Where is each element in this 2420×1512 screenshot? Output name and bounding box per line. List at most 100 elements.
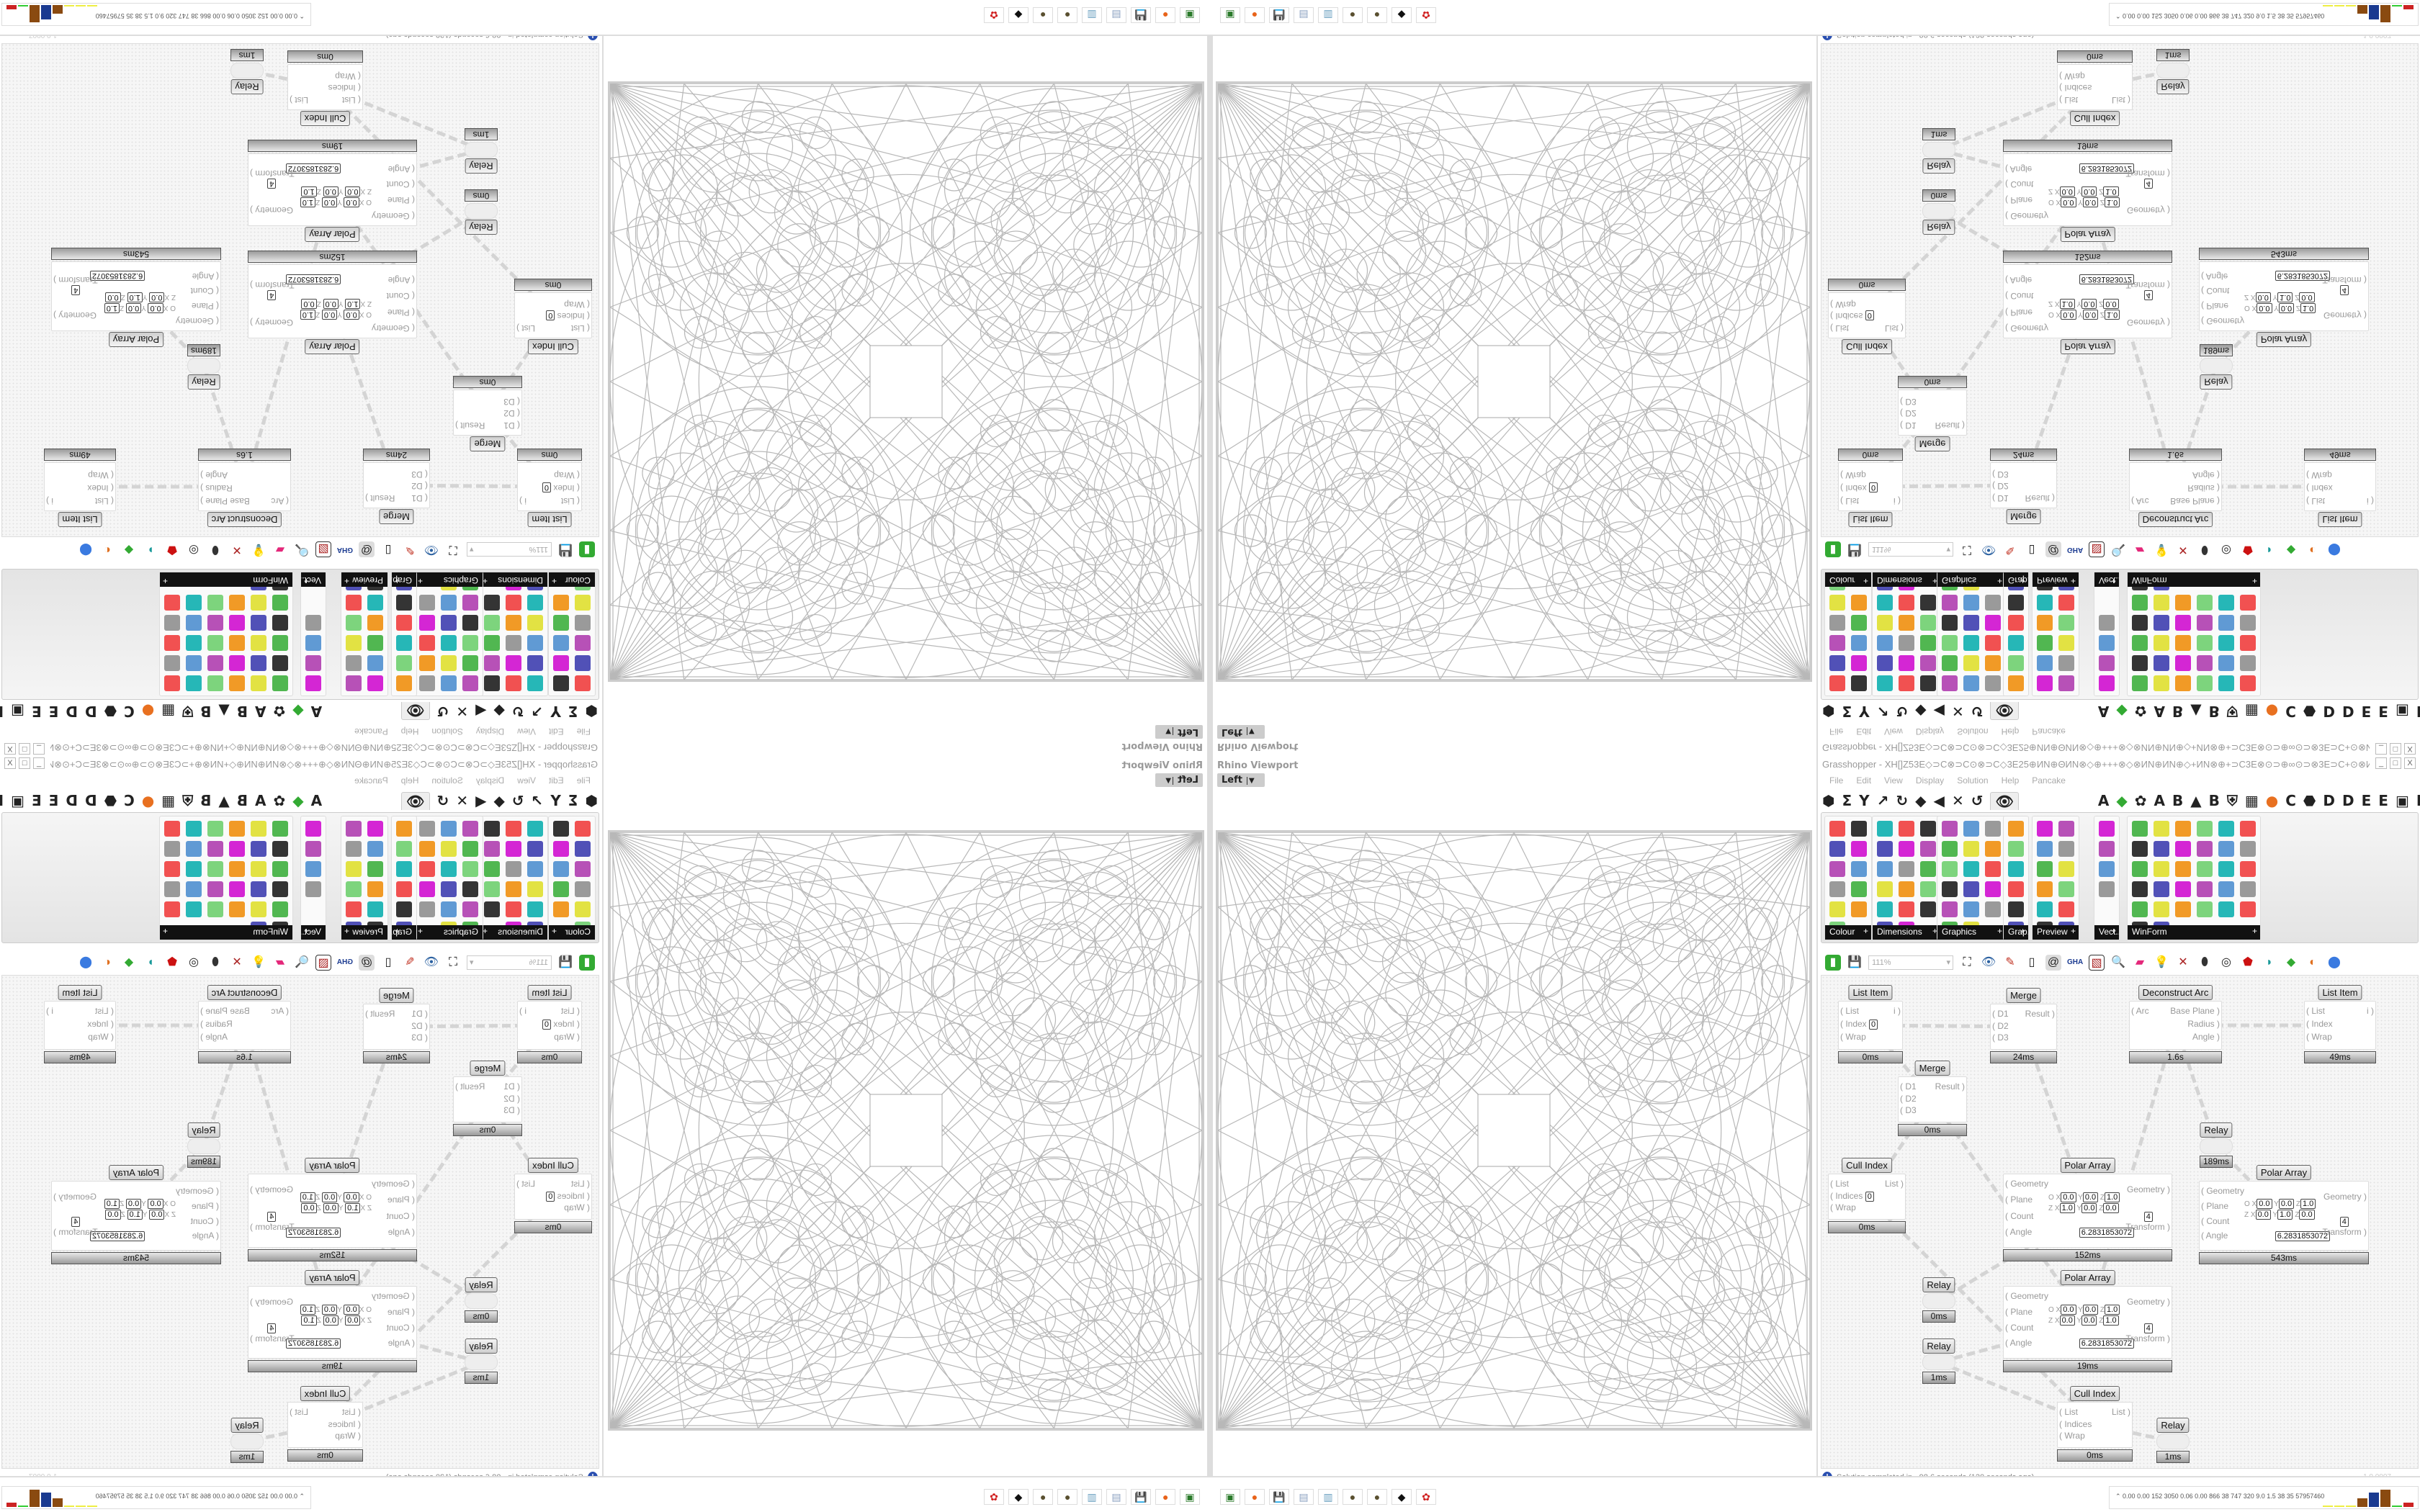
minimize-button[interactable]: _ [2375, 743, 2387, 755]
rhino-viewport[interactable] [608, 81, 1204, 682]
sphere-icon[interactable]: ● [1367, 1489, 1387, 1505]
tab-icon[interactable]: D [2323, 792, 2335, 809]
green-shape-icon[interactable]: ◆ [2286, 956, 2296, 968]
count-value[interactable]: 4 [2143, 1323, 2153, 1333]
tab-icon[interactable]: E [32, 792, 42, 809]
plane-y[interactable]: 0.0 [2082, 1192, 2099, 1203]
node-body[interactable] [465, 1354, 498, 1370]
ribbon-tool-icon[interactable] [1942, 595, 1958, 611]
input-index[interactable]: ( Index [87, 1019, 114, 1029]
expand-icon[interactable]: + [1996, 926, 2002, 936]
tab-icon[interactable]: D [2323, 703, 2335, 720]
ribbon-tool-icon[interactable] [2132, 881, 2148, 897]
sketch-icon[interactable]: ✎ [405, 544, 415, 556]
ribbon-tool-icon[interactable] [506, 821, 521, 837]
node-body[interactable]: ( List ( Indices 0( Wrap List ) [514, 292, 592, 338]
ribbon-tool-icon[interactable] [207, 675, 223, 691]
floppy-64-icon[interactable]: 💾 [1131, 1489, 1151, 1505]
tab-selected-eye-icon[interactable]: 👁 [401, 791, 430, 810]
ribbon-tool-icon[interactable] [1829, 841, 1845, 857]
tab-icon[interactable]: B [200, 703, 212, 720]
node-title[interactable]: Merge [470, 436, 506, 451]
ribbon-tool-icon[interactable] [1963, 901, 1979, 917]
tab-icon[interactable]: ◀ [1933, 792, 1945, 809]
ribbon-tool-icon[interactable] [1963, 595, 1979, 611]
menu-edit[interactable]: Edit [548, 775, 564, 786]
tab-icon[interactable]: ◆ [493, 792, 505, 809]
node-title[interactable]: Cull Index [1842, 339, 1892, 354]
node-title[interactable]: Deconstruct Arc [207, 512, 282, 527]
ribbon-tool-icon[interactable] [2058, 635, 2074, 651]
cross-wires-icon[interactable]: ✕ [232, 544, 242, 556]
ribbon-tool-icon[interactable] [1877, 841, 1893, 857]
plane-x[interactable]: 0.0 [2257, 1198, 2272, 1209]
ribbon-tool-icon[interactable] [164, 675, 180, 691]
expand-icon[interactable]: + [2070, 576, 2076, 586]
tab-icon[interactable]: ▦ [2244, 792, 2259, 809]
panel-label[interactable]: Graphics + [415, 925, 483, 940]
ribbon-tool-icon[interactable] [2175, 841, 2191, 857]
ribbon-tool-icon[interactable] [1985, 841, 2001, 857]
ribbon-tool-icon[interactable] [396, 655, 412, 671]
ribbon-tool-icon[interactable] [207, 881, 223, 897]
ribbon-tool-icon[interactable] [2240, 861, 2256, 877]
ribbon-tool-icon[interactable] [367, 615, 383, 631]
ribbon-tool-icon[interactable] [2058, 595, 2074, 611]
sphere-icon[interactable]: ◐ [2309, 544, 2316, 556]
ribbon-tool-icon[interactable] [1899, 881, 1914, 897]
panel-label[interactable]: Grap...+ [2004, 925, 2028, 940]
node-title[interactable]: Merge [2006, 509, 2041, 524]
output-angle[interactable]: Angle ) [2192, 470, 2220, 480]
ribbon-tool-icon[interactable] [419, 655, 435, 671]
output-list[interactable]: List ) [516, 323, 536, 333]
output-radius[interactable]: Radius ) [200, 483, 233, 493]
sphere-icon[interactable]: ● [1033, 1489, 1053, 1505]
ribbon-tool-icon[interactable] [1963, 821, 1979, 837]
ribbon-tool-icon[interactable] [2175, 595, 2191, 611]
ribbon-tool-icon[interactable] [164, 615, 180, 631]
ribbon-tool-icon[interactable] [367, 635, 383, 651]
ribbon-tool-icon[interactable] [484, 675, 500, 691]
ribbon-tool-icon[interactable] [506, 881, 521, 897]
ribbon-tool-icon[interactable] [1829, 675, 1845, 691]
menu-edit[interactable]: Edit [1856, 775, 1872, 786]
ribbon-tool-icon[interactable] [2240, 881, 2256, 897]
node-title[interactable]: Merge [379, 988, 414, 1003]
floppy-64-icon[interactable]: 💾 [1269, 7, 1289, 23]
ribbon-tool-icon[interactable] [2132, 841, 2148, 857]
ribbon-tool-icon[interactable] [441, 821, 457, 837]
zoom-extents-icon[interactable]: ⛶ [1963, 956, 1971, 968]
ribbon-tool-icon[interactable] [2240, 841, 2256, 857]
ribbon-tool-icon[interactable] [1899, 675, 1914, 691]
menu-pancake[interactable]: Pancake [2032, 775, 2066, 786]
ribbon-tool-icon[interactable] [2197, 821, 2213, 837]
ribbon-tool-icon[interactable] [1963, 841, 1979, 857]
output-angle[interactable]: Angle ) [200, 470, 228, 480]
expand-icon[interactable]: + [483, 576, 488, 586]
ribbon-tool-icon[interactable] [441, 615, 457, 631]
open-file-icon[interactable]: ▮ [1825, 955, 1841, 971]
ribbon-tool-icon[interactable] [1942, 675, 1958, 691]
ribbon-tool-icon[interactable] [2175, 901, 2191, 917]
ribbon-tool-icon[interactable] [2132, 901, 2148, 917]
node-title[interactable]: List Item [1848, 985, 1893, 1000]
grasshopper-canvas[interactable]: List Item( List ( Index 0( Wrap i ) 0ms Me… [1, 43, 599, 537]
ribbon-tool-icon[interactable] [527, 635, 543, 651]
expand-icon[interactable]: + [2110, 576, 2116, 586]
package-icon[interactable]: ▰ [275, 544, 285, 556]
menu-help[interactable]: Help [400, 726, 419, 737]
scroll-icon[interactable]: ▤ [1106, 7, 1126, 23]
close-button[interactable]: X [2404, 757, 2416, 769]
tab-icon[interactable]: ↗ [531, 792, 544, 809]
tab-icon[interactable]: Σ [568, 703, 578, 720]
ribbon-tool-icon[interactable] [462, 635, 478, 651]
ribbon-tool-icon[interactable] [346, 861, 362, 877]
menu-display[interactable]: Display [475, 726, 505, 737]
chevron-up-icon[interactable]: ⌃ [2115, 12, 2123, 19]
tab-icon[interactable]: D [85, 792, 97, 809]
tab-icon[interactable]: E [48, 703, 59, 720]
